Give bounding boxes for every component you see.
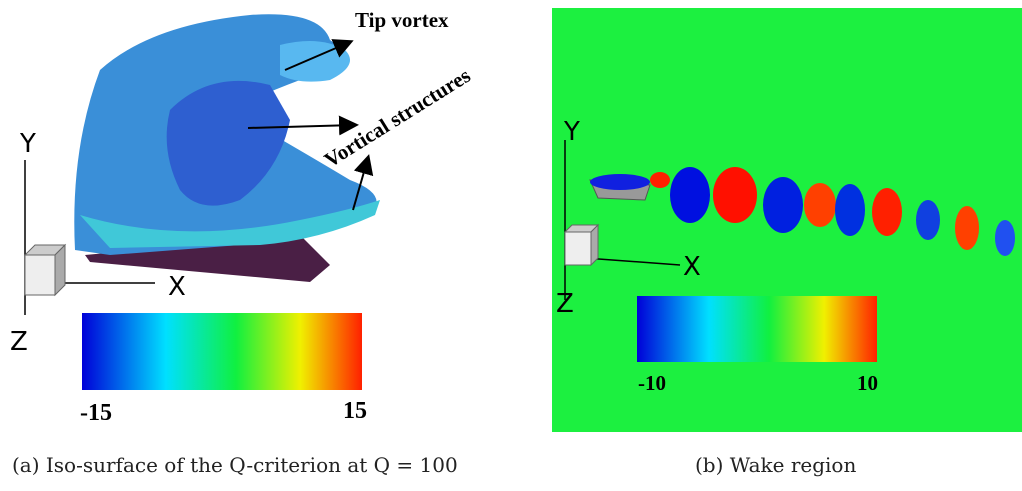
axis-label: Y: [19, 129, 36, 159]
panel-b: Y X Z -10 10: [552, 8, 1022, 432]
vortex: [916, 200, 940, 240]
axis-cube: [591, 225, 598, 265]
page: {"panel_a": {"annotations": ["Tip vortex…: [0, 0, 1022, 491]
vortex: [670, 167, 710, 223]
axis-label: X: [683, 252, 701, 282]
colorbar: [637, 296, 877, 362]
vortex: [713, 167, 757, 223]
colorbar-max: 10: [857, 371, 878, 395]
vortex: [955, 206, 979, 250]
vortex: [804, 183, 836, 227]
figure: Tip vortex Vortical structures Y X Z -15…: [0, 0, 1022, 491]
axis-label: Z: [556, 289, 574, 319]
panel-a: Tip vortex Vortical structures Y X Z -15…: [10, 8, 475, 426]
colorbar-min: -10: [638, 371, 666, 395]
vortex: [872, 188, 902, 236]
axis-label: Z: [10, 327, 28, 357]
colorbar-max: 15: [343, 398, 367, 424]
colorbar: [82, 313, 362, 390]
annotation: Tip vortex: [355, 8, 449, 32]
vortex: [995, 220, 1015, 256]
axis-cube: [565, 232, 591, 265]
axis-label: X: [168, 272, 186, 302]
annotation: Vortical structures: [320, 63, 475, 172]
axis-cube: [25, 255, 55, 295]
vortex: [590, 174, 650, 190]
axis-label: Y: [563, 117, 580, 147]
vortex: [835, 184, 865, 236]
caption: (a) Iso-surface of the Q-criterion at Q …: [12, 453, 458, 477]
caption: (b) Wake region: [695, 453, 856, 477]
colorbar-min: -15: [80, 400, 112, 426]
vortex: [763, 177, 803, 233]
vortex: [650, 172, 670, 188]
